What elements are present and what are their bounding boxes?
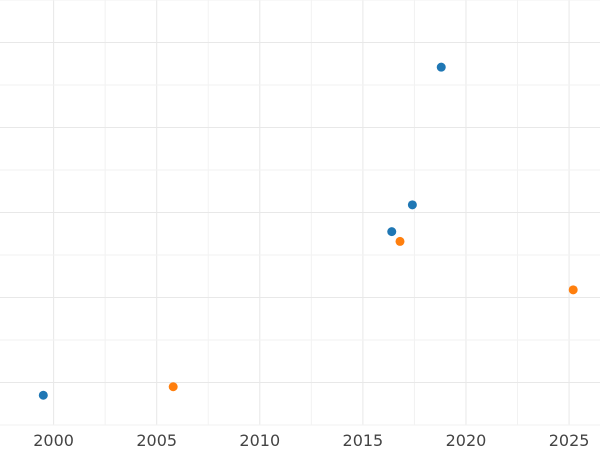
x-tick-label: 2020 bbox=[446, 431, 487, 450]
series-1-point bbox=[387, 227, 397, 237]
series-2-point bbox=[395, 236, 405, 246]
data-points bbox=[38, 62, 578, 400]
x-tick-label: 2015 bbox=[343, 431, 384, 450]
x-axis-ticks: 2000 2005 2010 2015 2020 2025 bbox=[33, 431, 589, 450]
series-2-point bbox=[168, 382, 178, 392]
series-1-point bbox=[407, 200, 417, 210]
x-tick-label: 2005 bbox=[136, 431, 177, 450]
grid bbox=[0, 0, 600, 426]
x-tick-label: 2010 bbox=[239, 431, 280, 450]
series-1-point bbox=[38, 390, 48, 400]
series-2-point bbox=[568, 285, 578, 295]
x-tick-label: 2025 bbox=[549, 431, 590, 450]
x-tick-label: 2000 bbox=[33, 431, 74, 450]
series-1-point bbox=[436, 62, 446, 72]
